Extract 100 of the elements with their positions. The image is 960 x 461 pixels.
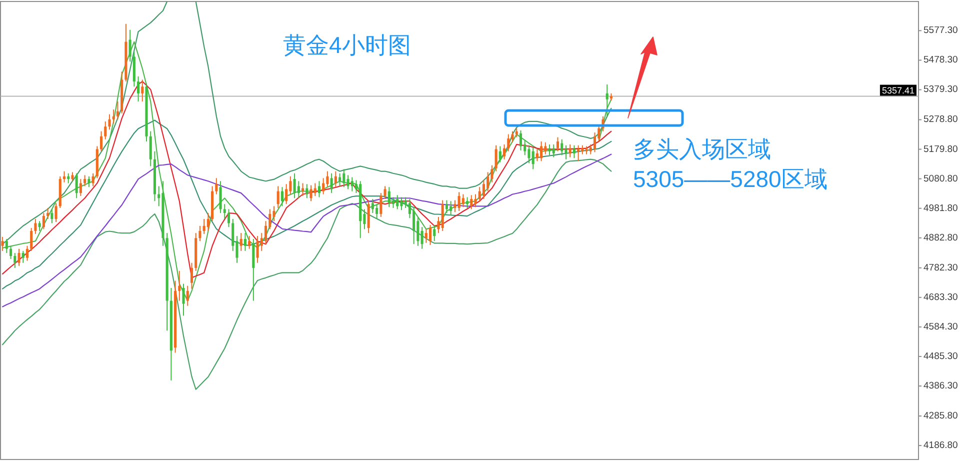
y-tick-label: 5577.30 bbox=[924, 25, 958, 36]
candlestick bbox=[478, 186, 481, 203]
candlestick bbox=[280, 186, 284, 207]
candlestick bbox=[276, 186, 280, 208]
candlestick bbox=[1, 236, 4, 252]
candlestick bbox=[18, 248, 20, 266]
text: 5305——5280区域 bbox=[633, 166, 828, 192]
candlestick bbox=[112, 109, 115, 124]
candlestick bbox=[342, 168, 346, 188]
candlestick bbox=[420, 226, 424, 250]
candlestick bbox=[396, 194, 399, 210]
candlestick bbox=[371, 198, 374, 214]
candlestick bbox=[186, 285, 189, 306]
candlestick bbox=[441, 200, 444, 232]
candlestick bbox=[326, 170, 329, 188]
candlestick bbox=[22, 250, 24, 264]
candlestick bbox=[178, 270, 181, 302]
candlestick bbox=[507, 134, 510, 152]
candlestick bbox=[606, 84, 608, 117]
candlestick bbox=[285, 184, 288, 205]
candlestick bbox=[215, 178, 218, 195]
candlestick bbox=[536, 148, 538, 162]
candlestick bbox=[92, 172, 94, 187]
candlestick bbox=[486, 172, 490, 192]
candlestick bbox=[494, 144, 498, 172]
candlestick bbox=[498, 146, 502, 163]
candlestick bbox=[334, 170, 337, 188]
candlestick bbox=[412, 206, 416, 245]
candlestick bbox=[293, 172, 296, 199]
y-tick-label: 5179.80 bbox=[924, 144, 958, 155]
y-tick-label: 4782.30 bbox=[924, 262, 958, 274]
candlestick bbox=[46, 207, 50, 220]
line-series bbox=[2, 120, 612, 290]
candlestick bbox=[482, 180, 485, 200]
candlestick bbox=[564, 144, 568, 160]
ref-line-label: 5357.41 bbox=[882, 85, 914, 96]
candlestick bbox=[322, 178, 325, 195]
candlestick bbox=[75, 172, 78, 199]
candlestick bbox=[346, 174, 350, 190]
y-tick-label: 4386.30 bbox=[924, 380, 958, 392]
candlestick bbox=[454, 200, 456, 213]
candlestick bbox=[26, 245, 29, 262]
candlestick bbox=[318, 180, 320, 198]
candlestick bbox=[310, 184, 312, 202]
candlestick bbox=[252, 238, 255, 302]
candlestick bbox=[503, 144, 506, 160]
candlestick bbox=[556, 136, 560, 152]
candlestick bbox=[42, 212, 45, 230]
candlestick bbox=[38, 220, 41, 232]
candlestick bbox=[62, 170, 66, 183]
y-tick-label: 5080.80 bbox=[924, 173, 958, 184]
candlestick bbox=[198, 225, 202, 242]
candlestick bbox=[568, 144, 572, 158]
candlestick bbox=[202, 218, 206, 234]
candlestick bbox=[330, 172, 333, 194]
candlestick bbox=[206, 212, 210, 232]
text: 多头入场区域 bbox=[633, 136, 771, 162]
candlestick bbox=[560, 138, 564, 156]
candlestick bbox=[462, 194, 464, 208]
y-tick-label: 4186.80 bbox=[924, 440, 958, 452]
candlestick bbox=[54, 202, 58, 222]
candlestick bbox=[306, 184, 308, 199]
candlestick bbox=[88, 176, 90, 188]
candlestick bbox=[548, 144, 551, 156]
candlestick bbox=[572, 144, 576, 159]
candlestick bbox=[128, 29, 132, 62]
candlestick bbox=[100, 130, 103, 152]
candlestick bbox=[14, 252, 16, 268]
y-tick-label: 5478.30 bbox=[924, 54, 958, 66]
y-tick-label: 4285.80 bbox=[924, 410, 958, 422]
line-series bbox=[2, 154, 612, 308]
candlestick bbox=[223, 204, 226, 220]
text: 黄金4小时图 bbox=[283, 32, 411, 58]
candlestick bbox=[136, 76, 140, 102]
candlestick bbox=[474, 194, 477, 208]
y-tick-label: 5379.30 bbox=[924, 84, 958, 96]
candlestick bbox=[84, 174, 86, 187]
y-tick-label: 4584.30 bbox=[924, 321, 958, 332]
candlestick bbox=[10, 245, 12, 260]
candlestick bbox=[380, 192, 382, 218]
candlestick bbox=[428, 224, 432, 246]
candlestick bbox=[519, 130, 522, 151]
candlestick bbox=[350, 176, 354, 192]
candlestick bbox=[388, 186, 390, 208]
candlestick bbox=[34, 218, 37, 234]
candlestick bbox=[182, 283, 185, 316]
candlestick bbox=[30, 227, 33, 252]
candlestick bbox=[248, 236, 251, 250]
candlestick bbox=[5, 238, 8, 254]
candlestick bbox=[577, 144, 580, 162]
candlestick bbox=[149, 130, 152, 167]
candlestick bbox=[528, 144, 530, 164]
candlestick bbox=[433, 224, 436, 242]
candlestick bbox=[302, 182, 304, 197]
candlestick bbox=[67, 172, 70, 184]
candlestick bbox=[297, 180, 300, 199]
candlestick bbox=[544, 142, 547, 155]
y-tick-label: 5278.80 bbox=[924, 114, 958, 126]
candlestick bbox=[445, 200, 448, 214]
candlestick bbox=[466, 196, 469, 208]
